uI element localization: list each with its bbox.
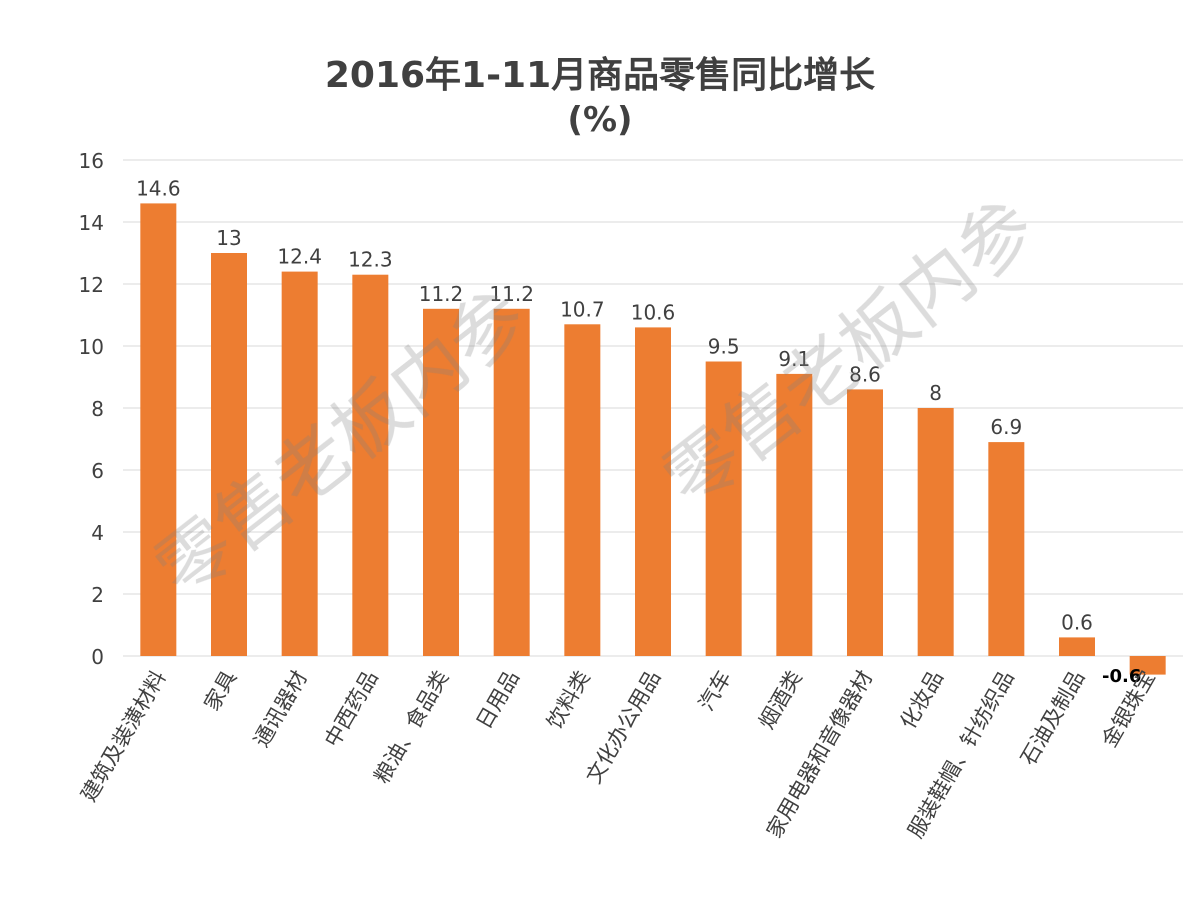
data-label: 14.6 [136, 176, 181, 200]
x-tick-label: 石油及制品 [1016, 667, 1089, 770]
data-label: 12.4 [277, 245, 322, 269]
x-tick-label: 化妆品 [896, 667, 948, 734]
y-tick-label: 10 [79, 335, 104, 359]
x-tick-label: 家具 [200, 667, 242, 715]
data-label: 11.2 [419, 282, 464, 306]
bar [493, 308, 530, 656]
y-tick-label: 4 [91, 521, 104, 545]
bar [211, 253, 247, 656]
bar [988, 442, 1025, 656]
bar [140, 203, 177, 656]
x-tick-label: 通讯器材 [249, 667, 312, 752]
x-tick-label: 粮油、食品类 [370, 667, 454, 788]
data-label: 9.5 [708, 335, 740, 359]
y-axis-ticks: 0 2 4 6 8 10 12 14 16 [79, 149, 104, 669]
bar [423, 308, 459, 656]
data-label: 10.6 [631, 300, 676, 324]
x-tick-label: 文化办公用品 [582, 667, 666, 788]
data-label: 10.7 [560, 297, 605, 321]
x-tick-label: 饮料类 [542, 667, 594, 734]
data-label: 8 [929, 381, 942, 405]
chart-title: 2016年1-11月商品零售同比增长 [324, 55, 876, 96]
bar [352, 274, 389, 656]
data-label: -0.6 [1102, 666, 1141, 687]
x-tick-label: 烟酒类 [754, 667, 806, 734]
bar [847, 389, 883, 656]
bar [917, 408, 954, 656]
bar [776, 373, 813, 656]
y-tick-label: 14 [79, 211, 104, 235]
x-tick-label: 中西药品 [320, 667, 383, 752]
y-tick-label: 8 [91, 397, 104, 421]
bar [564, 324, 601, 656]
x-tick-label: 汽车 [694, 667, 736, 715]
bar [281, 271, 318, 656]
data-label: 0.6 [1061, 610, 1093, 634]
bar [705, 361, 742, 656]
bars [140, 203, 1166, 675]
data-label: 9.1 [778, 347, 810, 371]
data-label: 11.2 [489, 282, 534, 306]
y-tick-label: 0 [91, 645, 104, 669]
watermark-text: 零售老板内参 [140, 273, 543, 614]
bar [635, 327, 671, 656]
x-tick-label: 建筑及装潢材料 [76, 667, 170, 806]
data-label: 6.9 [990, 415, 1022, 439]
data-label: 13 [216, 226, 241, 250]
y-tick-label: 16 [79, 149, 104, 173]
y-tick-label: 12 [79, 273, 104, 297]
y-tick-label: 2 [91, 583, 104, 607]
y-tick-label: 6 [91, 459, 104, 483]
data-labels: 14.6 13 12.4 12.3 11.2 11.2 10.7 10.6 9.5 9.1 8.6 8… [136, 176, 1141, 687]
bar [1129, 656, 1166, 675]
bar [1059, 637, 1095, 656]
x-tick-label: 日用品 [472, 667, 524, 734]
data-label: 12.3 [348, 248, 393, 272]
data-label: 8.6 [849, 362, 881, 386]
chart-subtitle: (%) [567, 100, 633, 140]
